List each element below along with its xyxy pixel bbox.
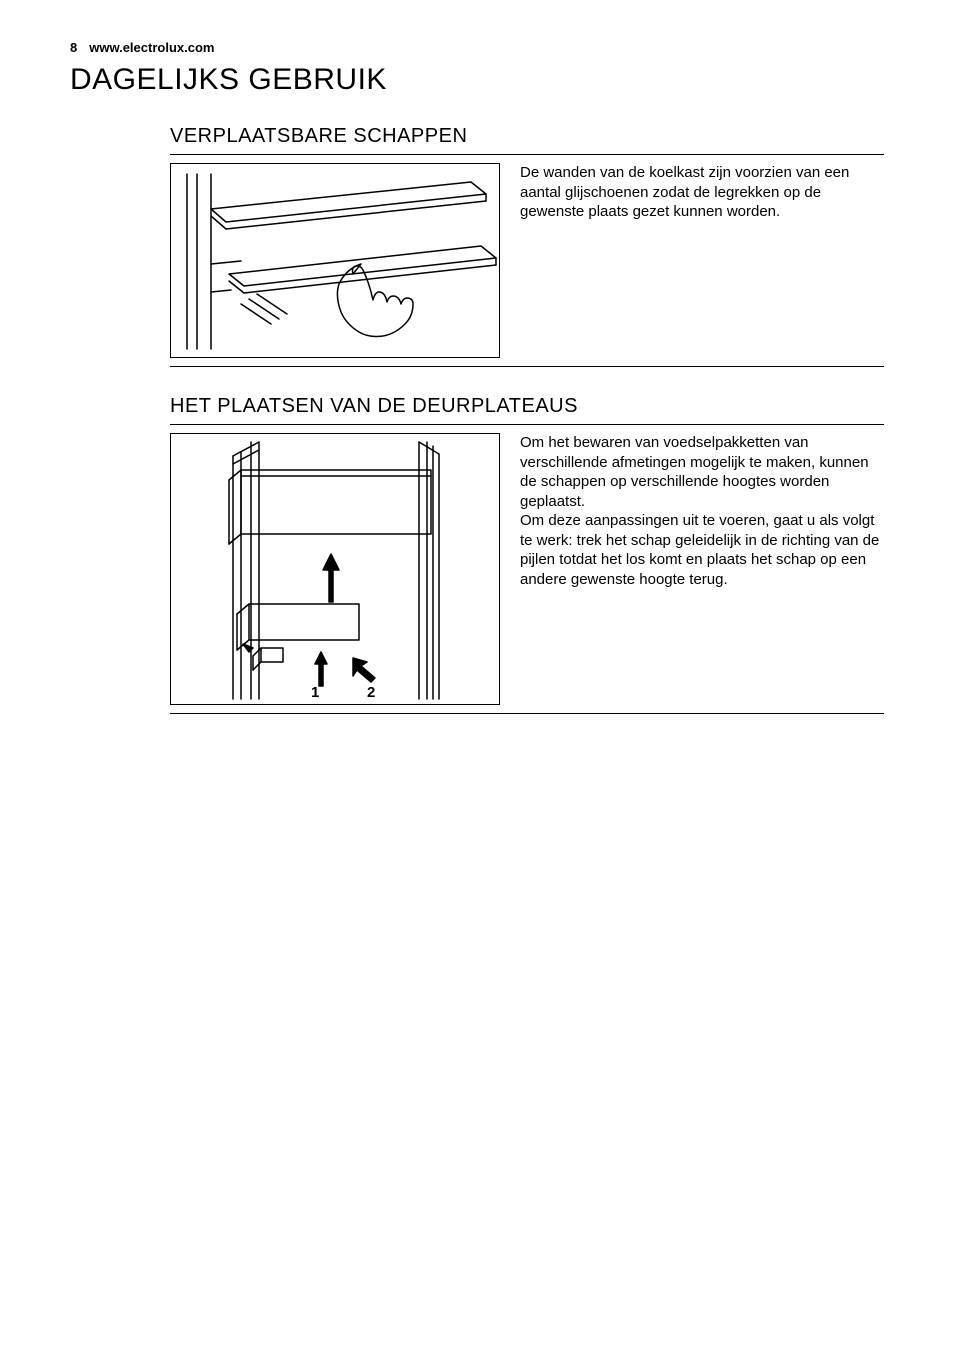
section-title: VERPLAATSBARE SCHAPPEN — [170, 125, 884, 148]
content-row: De wanden van de koelkast zijn voorzien … — [170, 163, 884, 358]
main-title: DAGELIJKS GEBRUIK — [70, 63, 884, 97]
page-header: 8 www.electrolux.com — [70, 40, 884, 55]
content-row: 1 2 Om het bewaren van voedselpakketten … — [170, 433, 884, 705]
door-shelf-illustration: 1 2 — [170, 433, 500, 705]
section-title: HET PLAATSEN VAN DE DEURPLATEAUS — [170, 395, 884, 418]
section-movable-shelves: VERPLAATSBARE SCHAPPEN — [170, 125, 884, 367]
section-bottom-divider — [170, 366, 884, 367]
section-divider — [170, 154, 884, 155]
section-paragraph: Om het bewaren van voedselpakketten van … — [520, 433, 884, 589]
section-bottom-divider — [170, 713, 884, 714]
shelf-illustration — [170, 163, 500, 358]
section-paragraph: De wanden van de koelkast zijn voorzien … — [520, 163, 884, 222]
page-number: 8 — [70, 40, 77, 55]
illustration-label-1: 1 — [311, 684, 319, 701]
section-door-shelves: HET PLAATSEN VAN DE DEURPLATEAUS — [170, 395, 884, 714]
header-url: www.electrolux.com — [89, 40, 214, 55]
section-divider — [170, 424, 884, 425]
illustration-label-2: 2 — [367, 684, 375, 701]
